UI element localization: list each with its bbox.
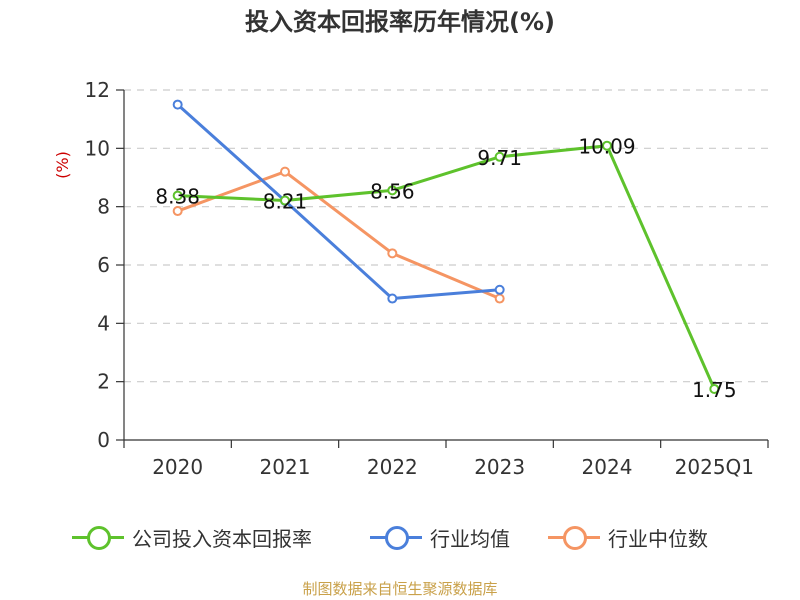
x-tick-label-2020: 2020 [152, 455, 203, 479]
series-line-0 [177, 144, 716, 390]
data-point-2-2020 [172, 206, 183, 217]
series-line-1 [176, 103, 500, 301]
legend: 公司投入资本回报率 行业均值 行业中位数 [0, 520, 800, 554]
series-line-2 [177, 170, 501, 300]
data-labels: 8.38 8.21 8.56 9.71 10.09 1.75 [155, 135, 736, 402]
x-tick-label-2024: 2024 [582, 455, 633, 479]
x-tick-label-2022: 2022 [367, 455, 418, 479]
y-tick-label-0: 0 [97, 428, 110, 452]
legend-swatch-company [72, 525, 124, 550]
data-label-2025Q1: 1.75 [692, 378, 737, 402]
legend-swatch-industry-median [548, 525, 600, 550]
data-point-0-2025Q1 [709, 383, 720, 394]
y-axis-unit-label: (%) [53, 151, 72, 179]
y-tick-label-6: 6 [97, 253, 110, 277]
data-point-2-2023 [494, 293, 505, 304]
data-point-1-2022 [387, 293, 398, 304]
y-tick-label-12: 12 [85, 78, 110, 102]
data-point-2-2021 [280, 166, 290, 177]
data-label-2022: 8.56 [370, 179, 415, 203]
data-label-2020: 8.38 [155, 185, 200, 209]
legend-swatch-industry-mean [370, 525, 422, 550]
series-lines [172, 99, 720, 394]
data-point-1-2020 [172, 99, 183, 110]
data-point-0-2020 [172, 190, 183, 201]
legend-label-company: 公司投入资本回报率 [132, 526, 312, 551]
x-tick-label-2025Q1: 2025Q1 [675, 455, 754, 479]
y-tick-label-2: 2 [97, 370, 110, 394]
grid-lines [124, 89, 768, 383]
data-point-0-2024 [602, 140, 612, 151]
data-point-2-2022 [387, 248, 398, 259]
data-point-1-2023 [494, 284, 505, 295]
data-label-2024: 10.09 [578, 135, 635, 159]
data-label-2023: 9.71 [477, 146, 522, 170]
data-point-0-2023 [494, 151, 505, 162]
data-point-0-2022 [387, 185, 398, 196]
x-tick-label-2023: 2023 [474, 455, 525, 479]
legend-item-company[interactable]: 公司投入资本回报率 [72, 520, 312, 554]
legend-label-industry-median: 行业中位数 [608, 526, 708, 551]
legend-item-industry-mean[interactable]: 行业均值 [370, 520, 510, 554]
chart-title: 投入资本回报率历年情况(%) [245, 8, 555, 36]
legend-label-industry-mean: 行业均值 [430, 526, 510, 551]
y-tick-label-10: 10 [85, 136, 110, 160]
data-label-2021: 8.21 [263, 190, 308, 214]
y-tick-label-8: 8 [97, 195, 110, 219]
data-point-0-2021 [280, 195, 290, 206]
source-note: 制图数据来自恒生聚源数据库 [302, 580, 498, 598]
y-tick-label-4: 4 [97, 311, 110, 335]
legend-item-industry-median[interactable]: 行业中位数 [548, 520, 708, 554]
x-tick-label-2021: 2021 [260, 455, 311, 479]
axes: 0 2 4 6 8 10 12 2020 2021 2022 2023 2024 2025Q1 (%) [53, 78, 769, 479]
